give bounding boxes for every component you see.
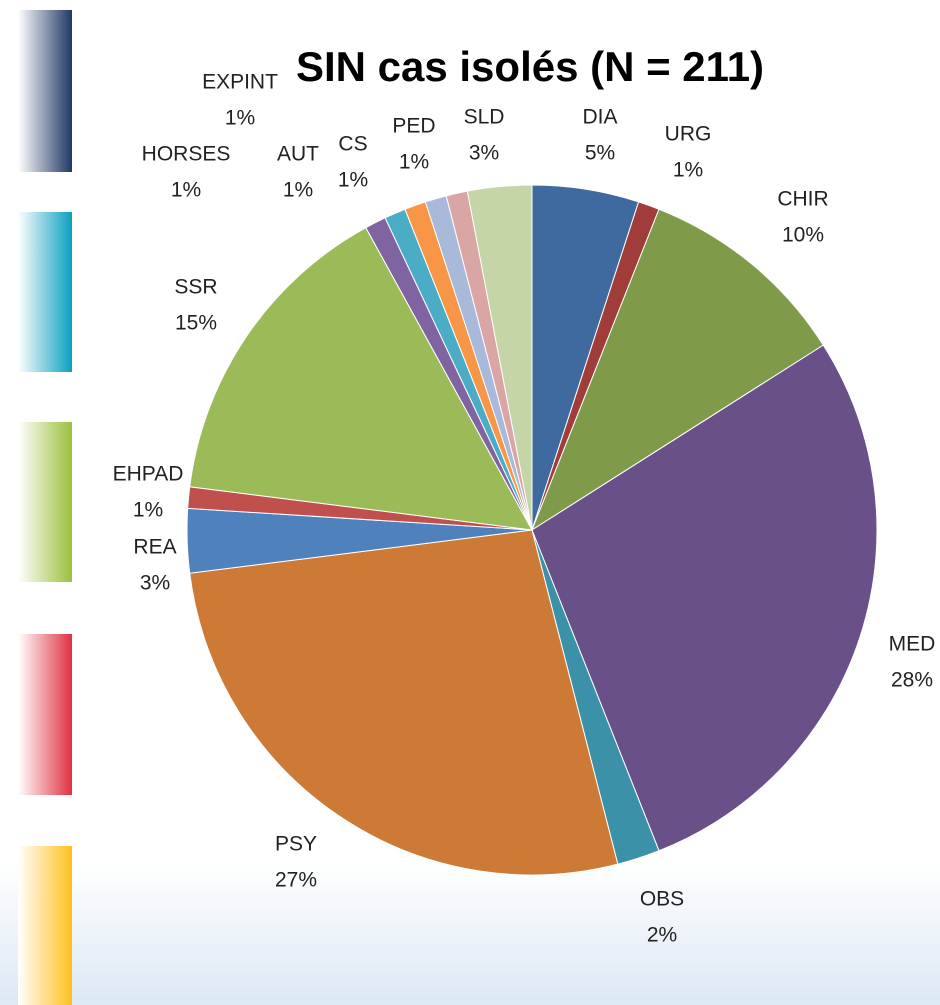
background-band xyxy=(0,860,940,1005)
slice-value-label: 3% xyxy=(469,142,499,165)
deco-bar xyxy=(18,422,72,582)
slice-label: EXPINT xyxy=(202,71,278,94)
slice-label: AUT xyxy=(277,143,319,166)
slice-value-label: 1% xyxy=(171,179,201,202)
pie-slice xyxy=(189,529,619,876)
slice-label: OBS xyxy=(640,888,684,911)
slice-value-label: 3% xyxy=(140,572,170,595)
slice-label: HORSES xyxy=(142,143,231,166)
slice-value-label: 5% xyxy=(585,142,615,165)
slice-label: SSR xyxy=(174,276,217,299)
slice-label: URG xyxy=(665,123,712,146)
slice-value-label: 1% xyxy=(225,107,255,130)
slice-value-label: 1% xyxy=(133,499,163,522)
slice-label: SLD xyxy=(464,106,505,129)
slice-label: REA xyxy=(133,536,176,559)
slice-value-label: 2% xyxy=(647,924,677,947)
pie xyxy=(186,184,878,876)
slice-value-label: 27% xyxy=(275,869,317,892)
labels: DIA 5% URG 1% CHIR 10% MED 28% OBS 2% PSY 27% REA 3% E… xyxy=(113,71,936,947)
slice-value-label: 1% xyxy=(399,151,429,174)
slice-value-label: 10% xyxy=(782,224,824,247)
deco-bar xyxy=(18,846,72,1005)
pie-slice xyxy=(189,226,533,531)
slice-value-label: 1% xyxy=(673,159,703,182)
slice-label: EHPAD xyxy=(113,463,184,486)
slice-value-label: 1% xyxy=(338,169,368,192)
slice-value-label: 15% xyxy=(175,312,217,335)
slice-label: DIA xyxy=(582,106,617,129)
slice-label: PED xyxy=(392,115,435,138)
slice-value-label: 28% xyxy=(891,669,933,692)
slice-label: MED xyxy=(889,633,936,656)
chart-title: SIN cas isolés (N = 211) xyxy=(296,43,764,90)
deco-bar xyxy=(18,634,72,795)
slice-label: PSY xyxy=(275,833,317,856)
slice-value-label: 1% xyxy=(283,179,313,202)
slice-label: CS xyxy=(338,133,367,156)
pie-slice xyxy=(530,208,824,532)
deco-bar xyxy=(18,10,72,172)
slice-label: CHIR xyxy=(777,188,828,211)
pie-slice xyxy=(466,184,533,531)
pie-slice xyxy=(531,344,878,852)
deco-bar xyxy=(18,212,72,372)
